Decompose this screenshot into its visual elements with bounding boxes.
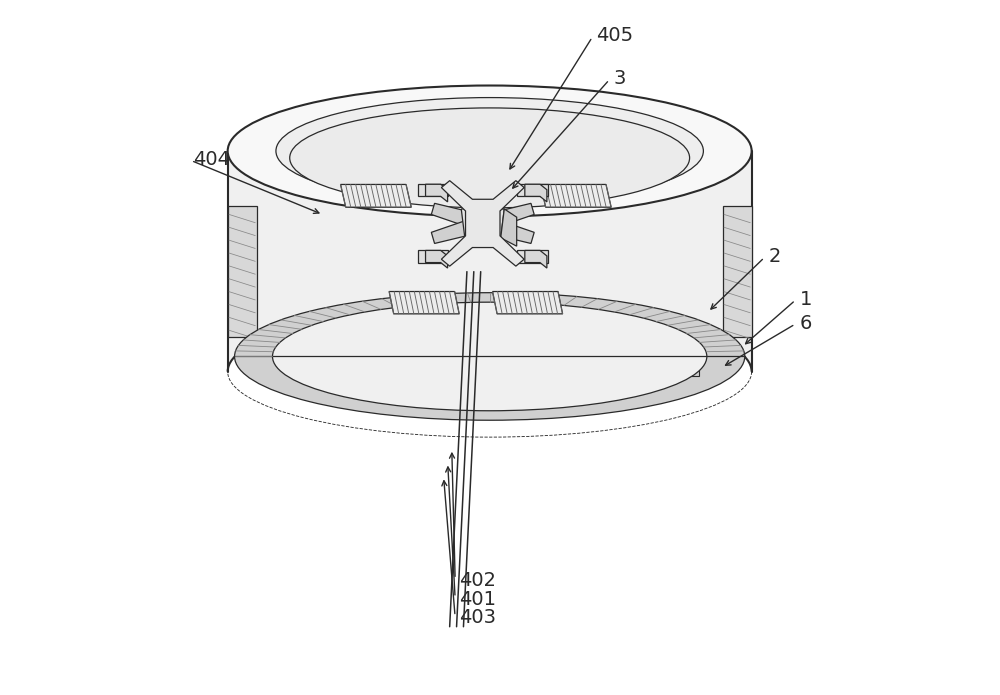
- Polygon shape: [431, 215, 485, 243]
- Polygon shape: [723, 206, 752, 337]
- Text: 402: 402: [459, 571, 496, 590]
- Polygon shape: [493, 291, 563, 314]
- Ellipse shape: [228, 85, 752, 217]
- Polygon shape: [426, 184, 448, 202]
- Text: 404: 404: [193, 151, 230, 170]
- Polygon shape: [461, 209, 504, 238]
- Polygon shape: [517, 184, 548, 197]
- Ellipse shape: [468, 218, 480, 234]
- Polygon shape: [441, 181, 524, 266]
- Polygon shape: [389, 291, 459, 314]
- Polygon shape: [228, 206, 257, 337]
- Polygon shape: [541, 184, 611, 207]
- Text: 1: 1: [800, 290, 812, 309]
- Polygon shape: [703, 333, 717, 381]
- Polygon shape: [418, 184, 448, 197]
- Ellipse shape: [272, 302, 707, 411]
- Polygon shape: [431, 204, 485, 231]
- Polygon shape: [525, 184, 547, 202]
- Text: 3: 3: [614, 69, 626, 88]
- Text: 6: 6: [800, 314, 812, 333]
- Text: 405: 405: [597, 26, 634, 45]
- Text: 2: 2: [769, 247, 781, 266]
- Polygon shape: [480, 215, 534, 243]
- Polygon shape: [426, 250, 448, 268]
- Text: 401: 401: [459, 589, 496, 609]
- Polygon shape: [501, 209, 517, 246]
- Polygon shape: [418, 250, 448, 263]
- Ellipse shape: [276, 97, 703, 204]
- Text: 403: 403: [459, 608, 496, 628]
- Polygon shape: [480, 204, 534, 231]
- Ellipse shape: [235, 293, 745, 420]
- Polygon shape: [645, 341, 703, 381]
- Polygon shape: [525, 250, 547, 268]
- Ellipse shape: [290, 108, 690, 208]
- Ellipse shape: [486, 218, 498, 234]
- Polygon shape: [517, 250, 548, 263]
- Polygon shape: [228, 85, 752, 372]
- Polygon shape: [645, 333, 717, 341]
- Polygon shape: [341, 184, 411, 207]
